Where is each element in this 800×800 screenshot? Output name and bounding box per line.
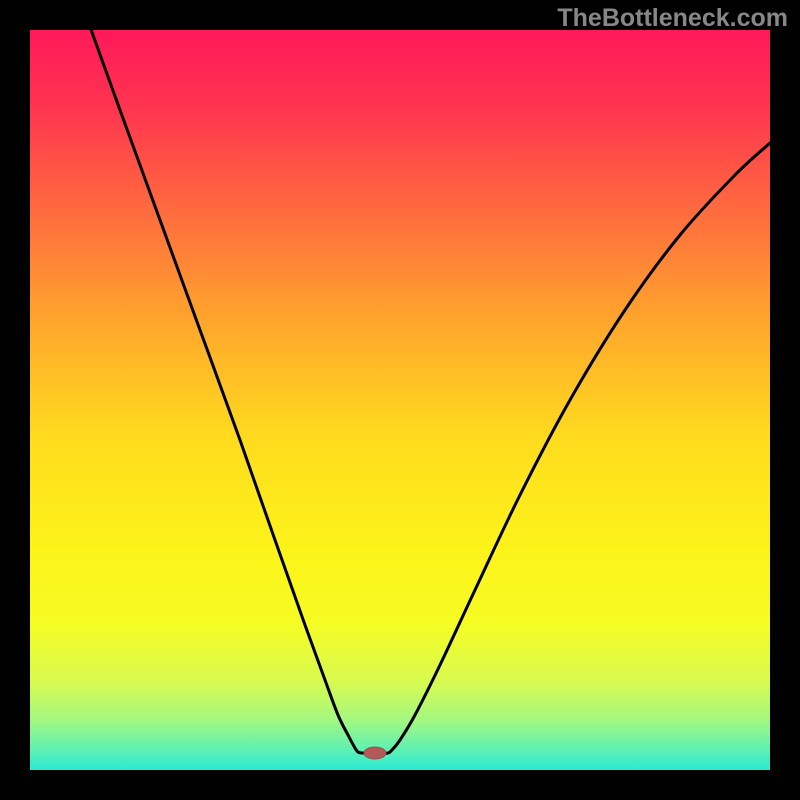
plot-area (30, 30, 770, 770)
watermark-text: TheBottleneck.com (557, 4, 788, 33)
chart-container: TheBottleneck.com (0, 0, 800, 800)
